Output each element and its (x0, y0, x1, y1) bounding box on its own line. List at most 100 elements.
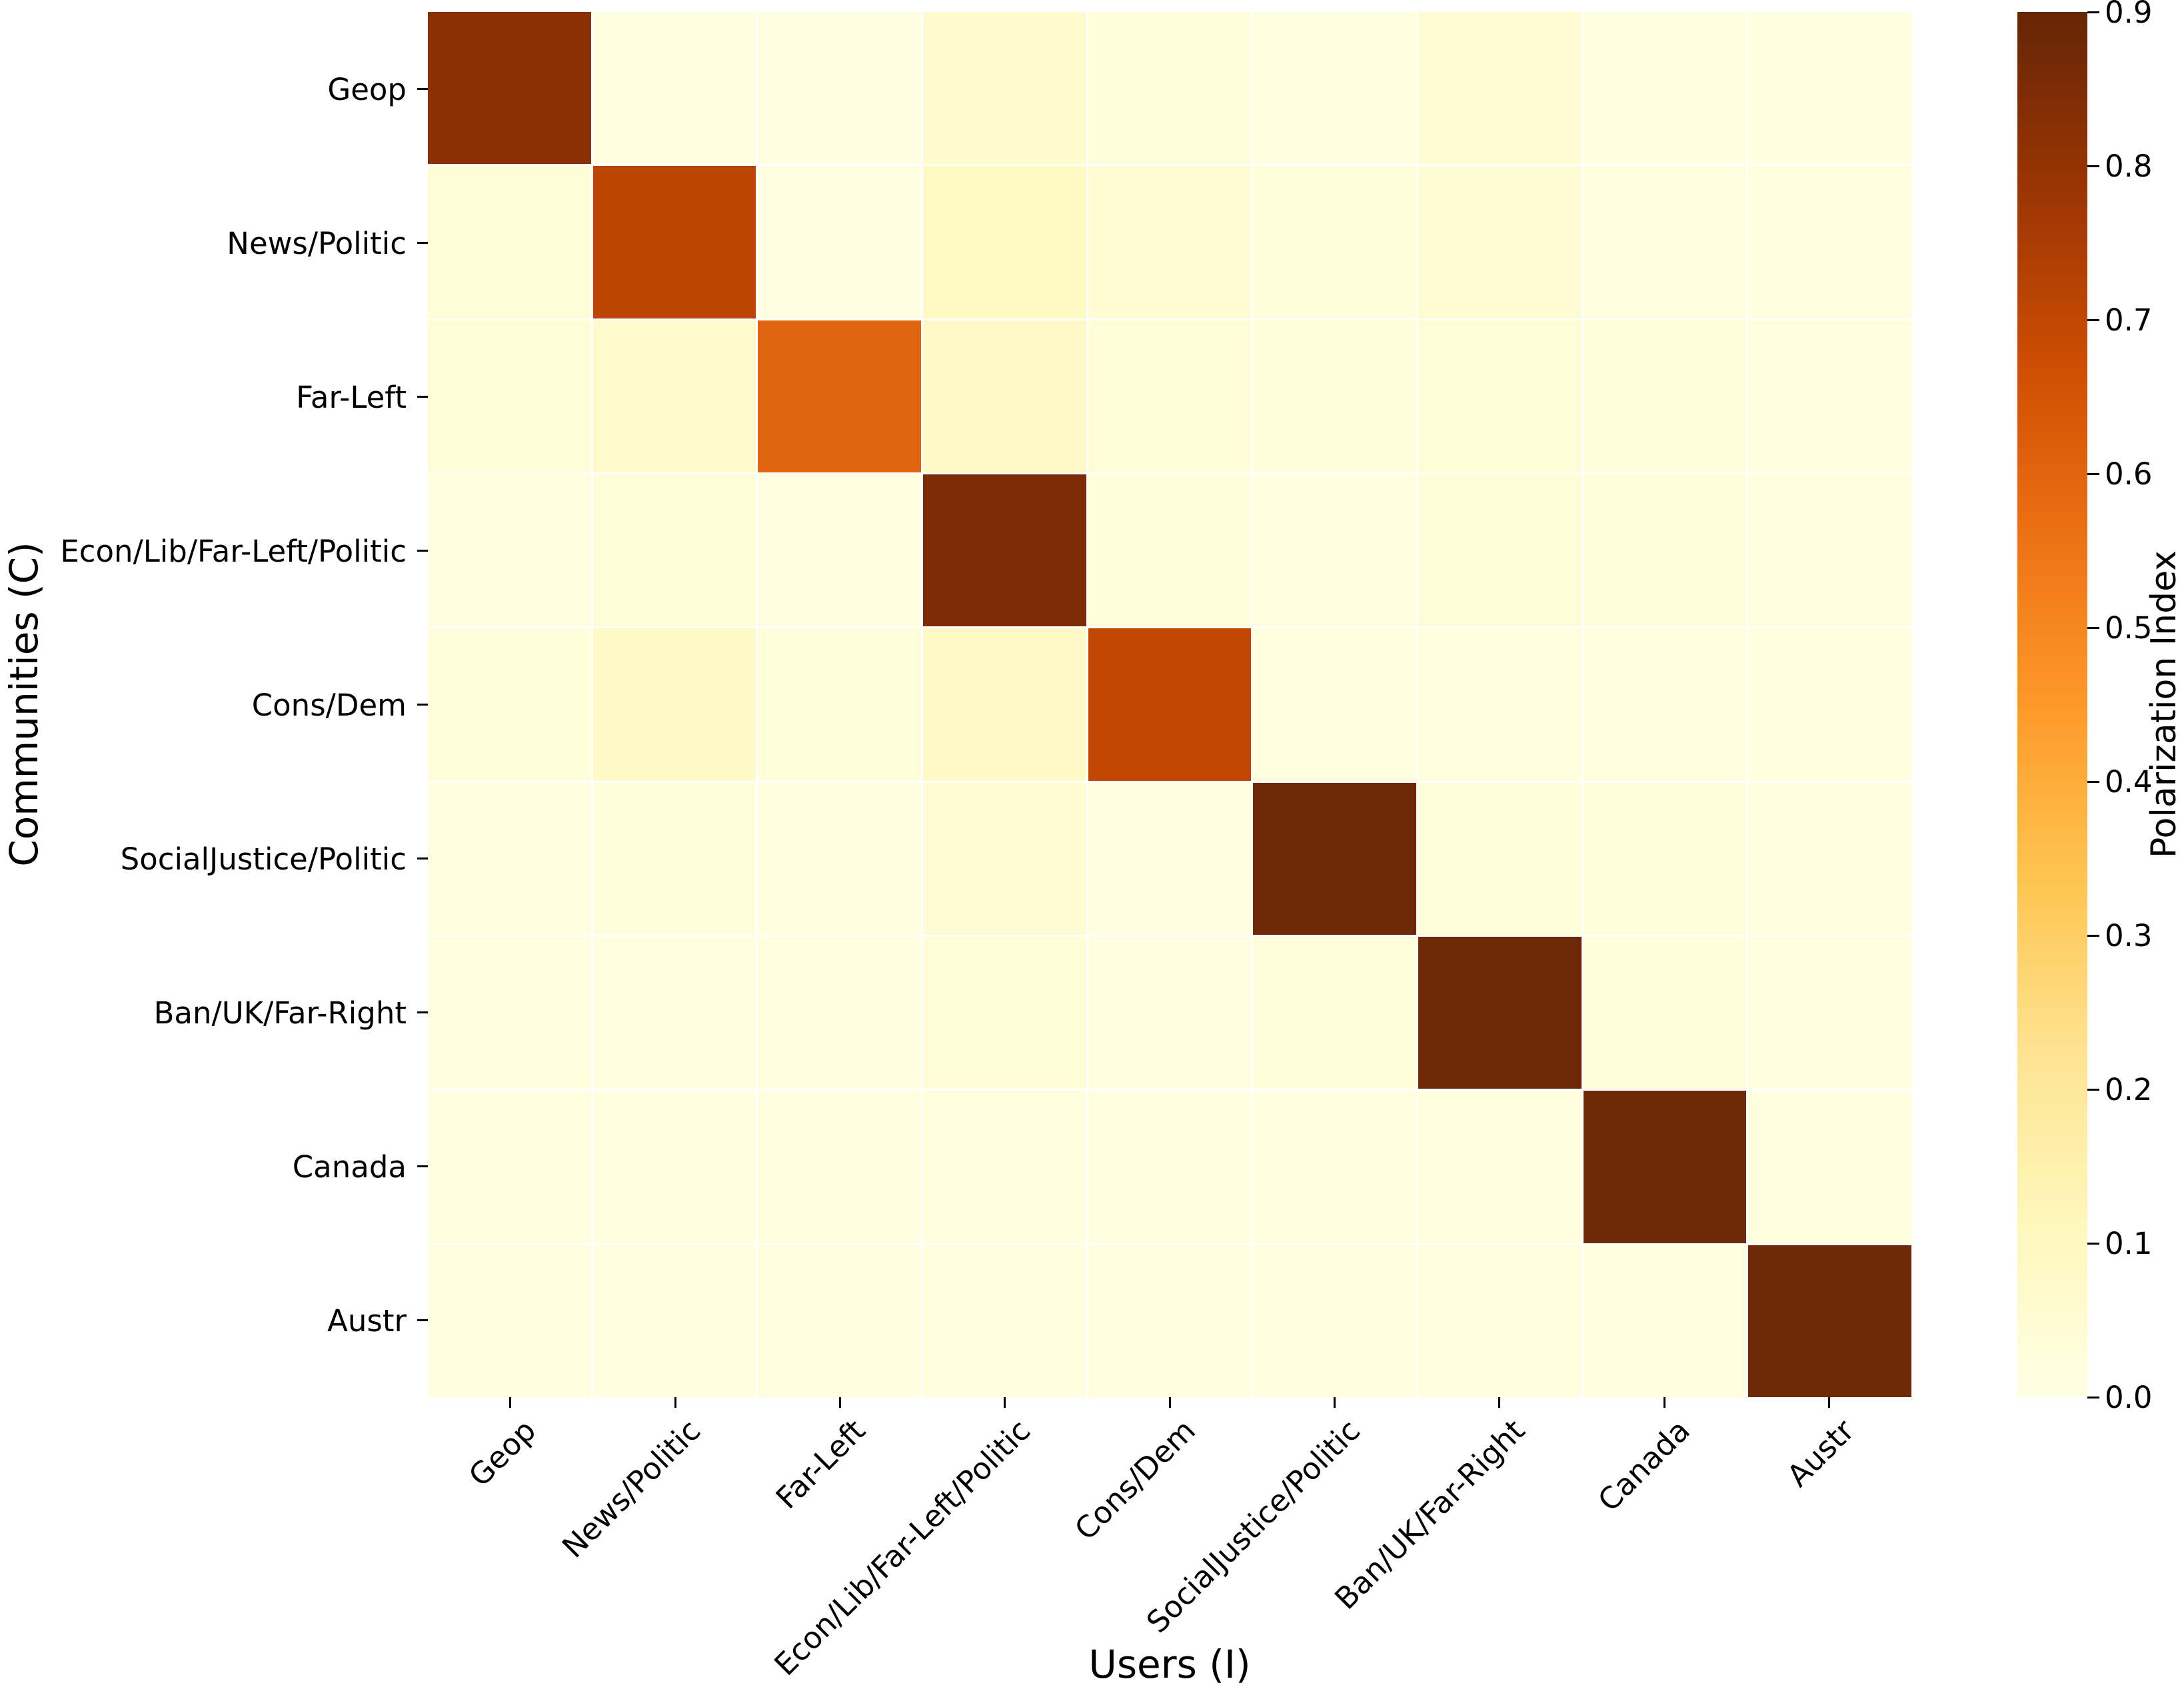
colorbar (2017, 12, 2087, 1397)
heatmap-cell (592, 166, 756, 318)
y-tick-label: Cons/Dem (251, 687, 407, 723)
heatmap-cell (758, 474, 921, 627)
heatmap-cell (592, 628, 756, 781)
heatmap-cell (592, 1245, 756, 1397)
heatmap-cell (1748, 1245, 1911, 1397)
heatmap-cell (1583, 1091, 1747, 1243)
colorbar-tick-mark (2087, 165, 2099, 167)
colorbar-tick-mark (2087, 934, 2099, 937)
colorbar-tick-mark (2087, 780, 2099, 783)
heatmap-cell (1418, 628, 1582, 781)
heatmap-cell (592, 936, 756, 1089)
x-tick-label: Canada (1591, 1412, 1697, 1518)
y-tick-mark (417, 857, 428, 859)
heatmap-cell (923, 628, 1086, 781)
colorbar-tick-mark (2087, 1396, 2099, 1399)
heatmap-cell (1583, 166, 1747, 318)
heatmap-cell (1418, 166, 1582, 318)
heatmap-cell (1748, 12, 1911, 165)
heatmap-cell (1253, 936, 1416, 1089)
heatmap-cell (923, 320, 1086, 472)
heatmap-cell (923, 1091, 1086, 1243)
x-tick-label: Geop (461, 1412, 543, 1494)
x-tick-mark (1663, 1397, 1665, 1408)
heatmap-cell (1088, 474, 1252, 627)
x-tick-label: News/Politic (555, 1412, 708, 1565)
heatmap-cell (1748, 474, 1911, 627)
heatmap-cell (592, 1091, 756, 1243)
heatmap-cell (428, 628, 591, 781)
heatmap-cell (428, 1245, 591, 1397)
y-tick-label: Ban/UK/Far-Right (153, 995, 407, 1031)
heatmap-cell (758, 782, 921, 935)
colorbar-tick-label: 0.4 (2105, 764, 2153, 800)
heatmap-cell (758, 12, 921, 165)
heatmap-cell (592, 782, 756, 935)
heatmap-cell (428, 12, 591, 165)
colorbar-tick-label: 0.3 (2105, 918, 2153, 953)
x-tick-mark (1333, 1397, 1336, 1408)
x-tick-label: Austr (1780, 1412, 1861, 1494)
heatmap-cell (758, 1091, 921, 1243)
heatmap-cell (923, 12, 1086, 165)
heatmap-cell (1748, 628, 1911, 781)
heatmap-cell (758, 166, 921, 318)
heatmap-cell (1748, 320, 1911, 472)
colorbar-tick-label: 0.1 (2105, 1226, 2153, 1261)
colorbar-tick-mark (2087, 626, 2099, 629)
heatmap-cell (428, 1091, 591, 1243)
colorbar-tick-mark (2087, 1242, 2099, 1245)
heatmap-cell (758, 1245, 921, 1397)
y-tick-mark (417, 242, 428, 244)
y-tick-mark (417, 396, 428, 398)
y-tick-label: Canada (292, 1149, 407, 1185)
x-tick-label: Far-Left (769, 1412, 872, 1516)
heatmap-cell (1583, 628, 1747, 781)
heatmap-cell (1418, 1091, 1582, 1243)
x-tick-mark (838, 1397, 841, 1408)
y-tick-mark (417, 704, 428, 706)
heatmap-cell (1253, 782, 1416, 935)
heatmap-cell (1253, 320, 1416, 472)
colorbar-tick-mark (2087, 1088, 2099, 1091)
heatmap-cell (758, 320, 921, 472)
heatmap-cell (428, 936, 591, 1089)
x-tick-mark (674, 1397, 676, 1408)
y-tick-mark (417, 1011, 428, 1013)
heatmap-cell (758, 936, 921, 1089)
heatmap-cell (1583, 320, 1747, 472)
heatmap-cell (1088, 1091, 1252, 1243)
heatmap-cell (1253, 1091, 1416, 1243)
heatmap-cell (1253, 474, 1416, 627)
heatmap-cell (1088, 12, 1252, 165)
colorbar-tick-label: 0.8 (2105, 149, 2153, 184)
heatmap-cell (1088, 1245, 1252, 1397)
heatmap-cell (1418, 12, 1582, 165)
heatmap-cell (592, 320, 756, 472)
colorbar-tick-label: 0.6 (2105, 456, 2153, 492)
heatmap-cell (428, 166, 591, 318)
x-tick-mark (509, 1397, 512, 1408)
heatmap-cell (923, 936, 1086, 1089)
x-tick-mark (1168, 1397, 1171, 1408)
heatmap-cell (1253, 1245, 1416, 1397)
heatmap-cell (1088, 936, 1252, 1089)
y-tick-label: News/Politic (227, 225, 407, 261)
colorbar-tick-mark (2087, 11, 2099, 13)
y-tick-label: Geop (327, 71, 407, 107)
colorbar-tick-mark (2087, 318, 2099, 321)
heatmap-cell (428, 474, 591, 627)
heatmap-cell (1748, 936, 1911, 1089)
heatmap-cell (1253, 628, 1416, 781)
heatmap-cell (758, 628, 921, 781)
heatmap-cell (428, 782, 591, 935)
x-axis-title: Users (I) (1088, 1642, 1251, 1687)
y-tick-mark (417, 550, 428, 552)
y-tick-mark (417, 1165, 428, 1167)
y-tick-label: Econ/Lib/Far-Left/Politic (60, 533, 407, 569)
colorbar-tick-label: 0.5 (2105, 610, 2153, 646)
heatmap-cell (923, 474, 1086, 627)
heatmap-cell (1583, 936, 1747, 1089)
colorbar-tick-label: 0.2 (2105, 1072, 2153, 1107)
